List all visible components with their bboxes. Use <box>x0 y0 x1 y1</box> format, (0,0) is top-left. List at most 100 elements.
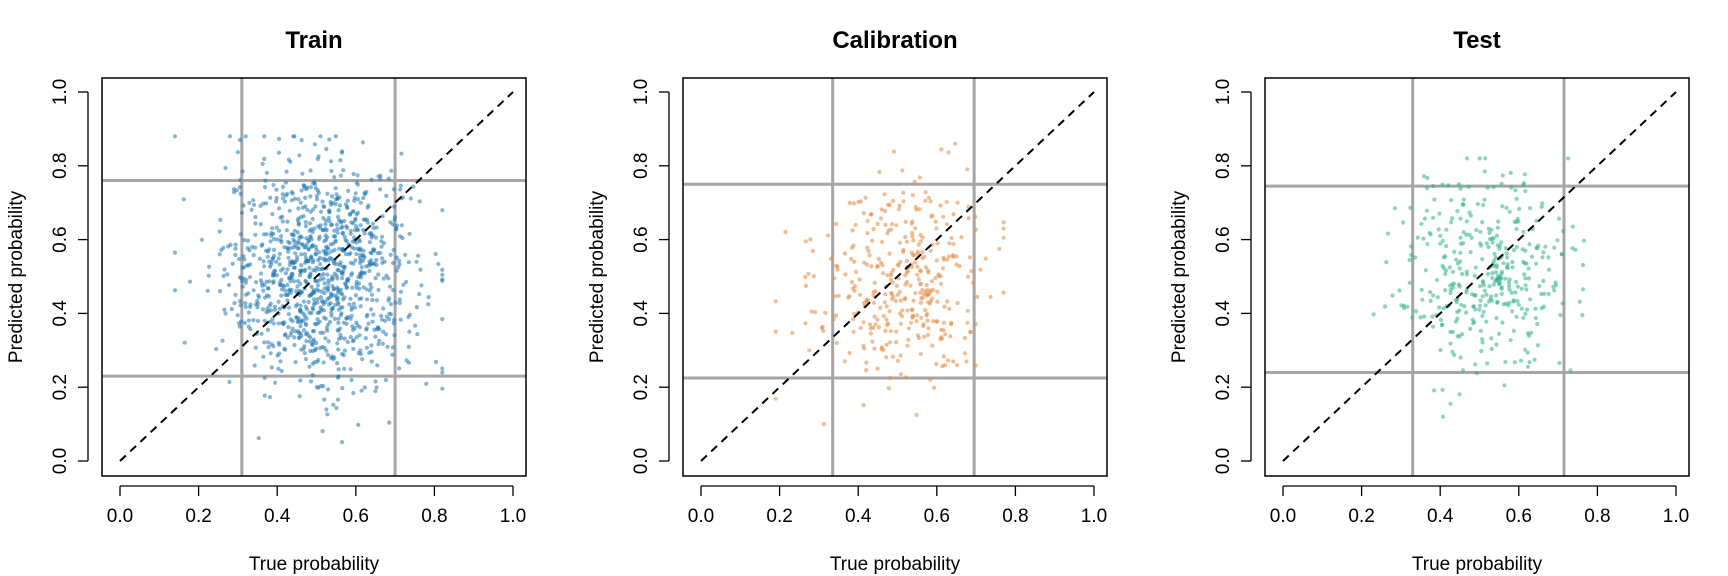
data-point <box>348 335 353 340</box>
data-point <box>1539 291 1544 297</box>
data-point <box>321 360 326 365</box>
data-point <box>950 253 956 258</box>
data-point <box>348 211 353 216</box>
data-point <box>807 348 812 353</box>
data-point <box>299 188 304 193</box>
data-point <box>934 258 940 263</box>
reference-diagonal-line <box>119 91 514 462</box>
data-point <box>1464 232 1469 237</box>
data-point <box>288 246 293 251</box>
data-point <box>1522 272 1527 277</box>
data-point <box>335 397 341 402</box>
data-point <box>928 199 933 204</box>
data-point <box>374 385 379 390</box>
data-point <box>326 339 331 344</box>
data-point <box>340 231 345 236</box>
data-point <box>975 294 980 299</box>
data-point <box>1001 220 1006 225</box>
data-point <box>864 262 870 267</box>
data-point <box>1440 414 1446 419</box>
data-point <box>846 295 851 300</box>
data-point <box>850 317 856 322</box>
data-point <box>342 234 347 239</box>
data-point <box>1473 265 1478 270</box>
data-point <box>347 252 352 257</box>
data-point <box>394 268 399 273</box>
x-tick-label: 0.6 <box>1506 506 1532 527</box>
data-point <box>861 320 866 325</box>
data-point <box>265 293 270 298</box>
data-point <box>271 182 276 188</box>
data-point <box>217 252 222 257</box>
data-point <box>311 207 316 212</box>
data-point <box>303 304 308 309</box>
data-point <box>276 136 282 141</box>
data-point <box>1473 307 1478 312</box>
data-point <box>257 256 262 261</box>
data-point <box>240 169 245 174</box>
data-point <box>899 314 905 319</box>
data-point <box>916 277 922 282</box>
data-point <box>853 222 858 227</box>
data-point <box>875 221 880 226</box>
data-point <box>280 196 286 201</box>
data-point <box>303 321 308 326</box>
data-point <box>885 231 890 236</box>
data-point <box>1527 242 1532 247</box>
data-point <box>350 327 356 332</box>
data-point <box>1501 302 1506 307</box>
data-point <box>969 269 974 274</box>
data-point <box>1428 298 1433 303</box>
data-point <box>877 170 882 175</box>
data-point <box>340 386 345 391</box>
data-point <box>939 335 944 340</box>
data-point <box>366 263 371 268</box>
data-point <box>337 195 342 200</box>
data-point <box>1460 271 1465 277</box>
data-point <box>391 288 396 293</box>
data-point <box>311 290 316 296</box>
data-point <box>931 385 937 390</box>
data-point <box>1518 358 1524 363</box>
data-point <box>1478 298 1483 303</box>
data-point <box>1509 185 1514 190</box>
y-tick-label: 1.0 <box>631 79 652 105</box>
data-point <box>879 207 884 212</box>
data-point <box>264 201 269 206</box>
data-point <box>262 185 268 190</box>
data-point <box>1432 197 1437 202</box>
data-point <box>345 277 350 282</box>
data-point <box>279 368 284 374</box>
data-point <box>315 300 320 305</box>
data-point <box>313 251 318 256</box>
data-point <box>251 318 256 323</box>
data-point <box>331 402 336 407</box>
data-point <box>883 328 888 333</box>
data-point <box>307 221 313 226</box>
data-point <box>1573 247 1578 252</box>
data-point <box>847 200 852 206</box>
data-point <box>304 316 309 321</box>
data-point <box>418 267 423 272</box>
data-point <box>925 318 930 323</box>
data-point <box>365 205 370 210</box>
data-point <box>1448 329 1453 334</box>
data-point <box>313 204 318 209</box>
data-point <box>308 235 313 240</box>
data-point <box>357 333 362 338</box>
data-point <box>1510 260 1515 265</box>
data-point <box>371 312 376 317</box>
data-point <box>286 312 291 317</box>
data-point <box>404 279 409 285</box>
data-point <box>334 405 339 411</box>
data-point <box>299 252 304 257</box>
data-point <box>901 248 906 253</box>
data-point <box>322 397 327 402</box>
data-point <box>419 283 424 288</box>
data-point <box>1487 284 1492 289</box>
data-point <box>273 380 278 385</box>
data-point <box>266 345 271 350</box>
data-point <box>292 239 297 244</box>
data-point <box>322 239 327 244</box>
data-point <box>274 225 279 230</box>
